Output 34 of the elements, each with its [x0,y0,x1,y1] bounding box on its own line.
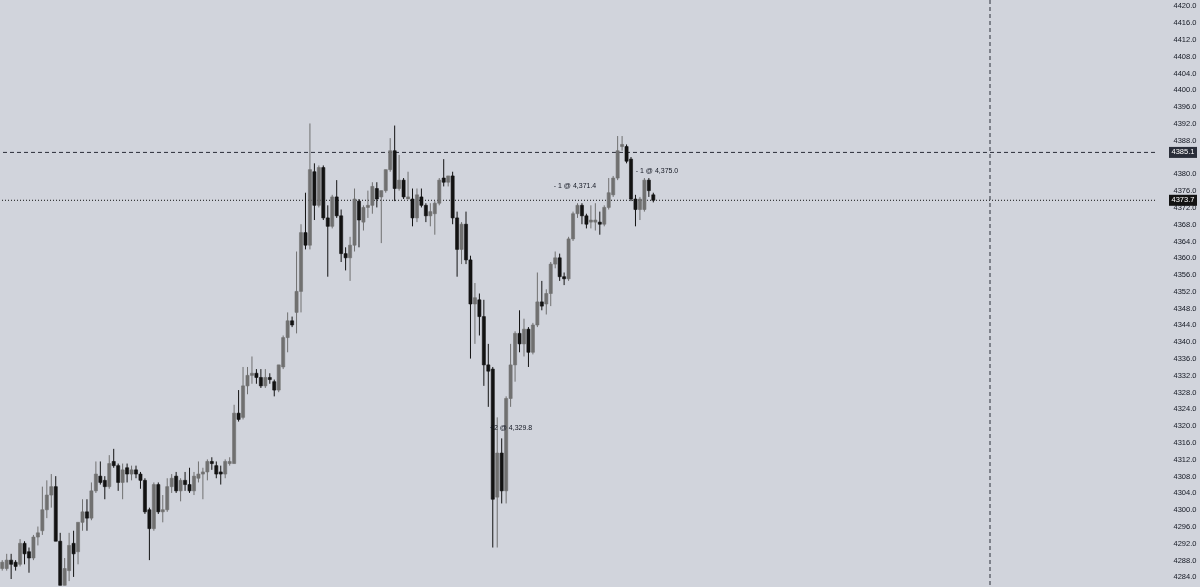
candlestick [406,171,410,200]
candlestick [102,475,107,500]
candlestick [539,280,544,311]
candlestick [107,454,112,490]
candlestick [165,477,170,513]
candlestick [236,389,241,423]
candlestick [218,465,223,486]
candlestick [187,467,192,494]
candlestick [85,498,89,532]
candlestick [410,188,415,227]
candlestick [49,473,54,509]
candlestick [303,192,308,250]
candlestick [522,318,526,357]
candlestick [174,471,179,494]
candlestick [125,463,129,483]
candlestick [441,158,446,187]
candlestick [597,211,602,236]
candlestick [223,458,228,479]
candlestick [71,530,76,578]
candlestick [263,368,268,389]
candlestick [526,326,531,368]
candlestick [473,282,477,345]
candlestick [370,181,375,215]
candlestick [401,177,406,200]
candlestick [18,538,22,567]
candlestick [397,154,401,192]
candlestick [9,553,14,580]
candlestick [415,188,419,223]
candlestick [557,253,562,282]
candlestick [517,309,522,353]
candlestick [593,202,598,232]
candlestick [178,477,183,502]
candlestick [116,463,121,492]
candlestick [120,463,125,500]
